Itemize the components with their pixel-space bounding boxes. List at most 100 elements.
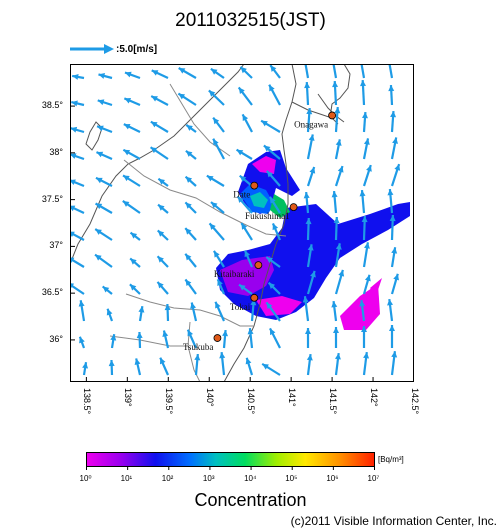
wind-arrow-icon <box>122 200 141 214</box>
station-label: Kitaibaraki <box>214 269 255 279</box>
station-label: Onagawa <box>294 119 328 129</box>
wind-arrow-icon <box>149 146 169 160</box>
wind-arrow-icon <box>390 137 398 160</box>
wind-arrow-icon <box>190 302 198 322</box>
wind-arrow-icon <box>239 174 253 187</box>
wind-arrow-icon <box>94 202 113 214</box>
wind-arrow-icon <box>78 300 86 322</box>
colorbar-tick-label: 10² <box>161 474 174 483</box>
wind-arrow-icon <box>332 64 338 79</box>
wind-arrow-icon <box>185 149 197 160</box>
wind-arrow-icon <box>184 201 197 214</box>
wind-arrow-icon <box>185 124 197 133</box>
wind-scale-arrow-icon <box>70 44 114 54</box>
wind-arrow-icon <box>361 326 367 348</box>
station-marker-icon <box>328 111 336 120</box>
wind-arrow-icon <box>241 113 253 133</box>
wind-arrow-icon <box>271 223 282 241</box>
wind-arrow-icon <box>94 228 113 241</box>
wind-arrow-icon <box>184 253 197 268</box>
wind-arrow-icon <box>302 296 310 322</box>
wind-arrow-icon <box>96 125 113 134</box>
station-label: Tokai <box>230 302 251 312</box>
wind-arrow-icon <box>269 64 281 79</box>
colorbar-tick-label: 10³ <box>202 474 215 483</box>
station-marker-icon <box>289 203 298 212</box>
wind-arrow-icon <box>212 116 225 133</box>
lat-tick-label: 37.5° <box>41 193 63 204</box>
wind-arrow-icon <box>388 64 394 79</box>
wind-arrow-icon <box>360 79 367 106</box>
wind-arrow-icon <box>101 285 113 295</box>
wind-arrow-icon <box>70 231 85 241</box>
wind-arrow-icon <box>268 84 281 106</box>
lon-tick-label: 138.5° <box>82 388 93 415</box>
wind-arrow-icon <box>305 328 311 348</box>
wind-arrow-icon <box>157 229 169 241</box>
wind-arrow-icon <box>304 81 311 106</box>
wind-arrow-icon <box>360 64 366 79</box>
wind-arrow-icon <box>71 100 85 107</box>
wind-arrow-icon <box>129 257 141 268</box>
colorbar-tick-label: 10⁶ <box>326 474 339 483</box>
wind-arrow-icon <box>260 119 281 133</box>
wind-arrow-icon <box>177 92 197 106</box>
wind-arrow-icon <box>332 80 339 106</box>
wind-arrow-icon <box>362 242 370 268</box>
lat-tick-label: 37° <box>49 240 63 251</box>
colorbar-title: Concentration <box>194 490 307 510</box>
lat-tick-label: 38° <box>49 146 63 157</box>
wind-arrow-icon <box>306 134 315 160</box>
wind-arrow-icon <box>266 170 281 187</box>
wind-arrow-icon <box>334 165 344 187</box>
wind-arrow-icon <box>151 69 169 79</box>
copyright-notice: (c)2011 Visible Information Center, Inc. <box>290 514 497 528</box>
wind-arrow-icon <box>162 330 170 349</box>
wind-arrow-icon <box>306 166 316 187</box>
wind-arrow-icon <box>361 215 368 241</box>
lon-tick-label: 142° <box>369 388 380 407</box>
lon-tick-label: 139° <box>123 388 134 407</box>
wind-arrow-icon <box>247 327 254 349</box>
wind-arrow-icon <box>387 188 394 214</box>
wind-arrow-icon <box>129 231 141 241</box>
wind-arrow-icon <box>184 175 197 187</box>
wind-arrow-icon <box>362 274 371 295</box>
wind-arrow-icon <box>82 361 89 376</box>
wind-arrow-icon <box>184 278 197 295</box>
lon-tick-label: 141.5° <box>328 388 339 415</box>
wind-arrow-icon <box>206 174 225 187</box>
wind-arrow-icon <box>159 357 170 376</box>
wind-arrow-icon <box>97 99 113 107</box>
station-marker-icon <box>254 261 263 269</box>
wind-arrow-icon <box>263 144 281 160</box>
wind-arrow-icon <box>359 300 366 322</box>
wind-arrow-icon <box>333 327 339 348</box>
lat-tick-label: 36.5° <box>41 287 63 298</box>
wind-arrow-icon <box>208 89 225 106</box>
wind-scale-label: :5.0[m/s] <box>116 44 158 55</box>
wind-arrow-icon <box>157 203 169 214</box>
wind-arrow-icon <box>334 353 341 376</box>
wind-arrow-icon <box>387 299 394 322</box>
wind-arrow-icon <box>334 106 341 133</box>
wind-arrow-icon <box>359 189 366 214</box>
wind-arrow-icon <box>240 222 253 241</box>
wind-arrow-icon <box>362 164 372 187</box>
wind-arrow-icon <box>216 278 226 295</box>
wind-arrow-icon <box>390 351 398 376</box>
wind-arrow-icon <box>304 64 310 79</box>
wind-arrow-icon <box>96 151 113 161</box>
lon-tick-label: 141° <box>287 388 298 407</box>
lon-tick-label: 139.5° <box>164 388 175 415</box>
colorbar-unit: [Bq/m³] <box>378 455 404 464</box>
wind-arrow-icon <box>164 303 171 322</box>
colorbar-tick-label: 10⁰ <box>79 474 92 483</box>
wind-arrow-icon <box>157 177 169 187</box>
wind-arrow-icon <box>306 270 316 295</box>
wind-arrow-icon <box>194 353 201 376</box>
wind-arrow-icon <box>186 329 198 349</box>
wind-arrow-icon <box>333 216 340 241</box>
wind-arrow-icon <box>214 301 226 322</box>
wind-arrow-icon <box>134 358 142 376</box>
